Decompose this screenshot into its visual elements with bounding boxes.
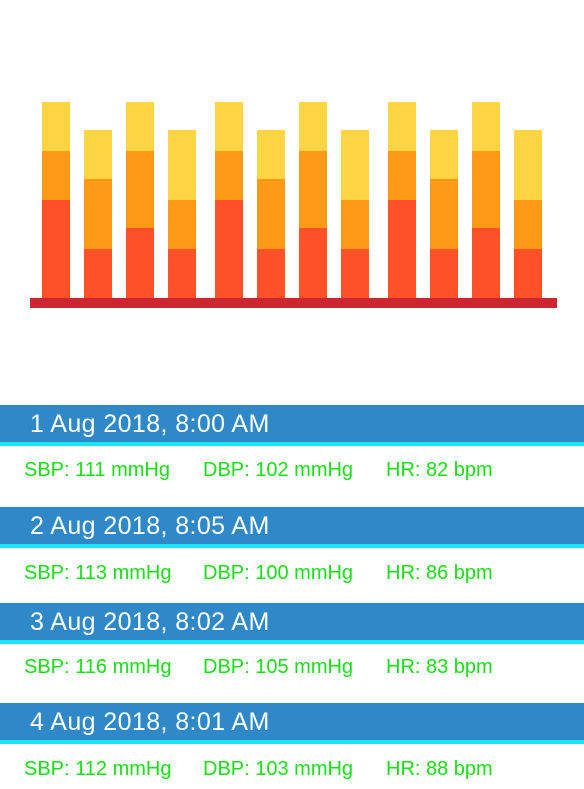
bar-segment-top <box>388 102 416 151</box>
bar-chart-illustration <box>0 0 584 330</box>
entry-header-4: 4 Aug 2018, 8:01 AM <box>0 703 584 744</box>
sbp-value: SBP: 112 mmHg <box>24 758 172 780</box>
bar-segment-top <box>257 130 285 179</box>
bar-segment-top <box>514 130 542 200</box>
bar-segment-bottom <box>168 249 196 298</box>
bar-segment-middle <box>126 151 154 228</box>
bar-segment-top <box>341 130 369 200</box>
bar-segment-bottom <box>430 249 458 298</box>
sbp-value: SBP: 111 mmHg <box>24 459 170 481</box>
bar-segment-bottom <box>341 249 369 298</box>
bar-segment-top <box>299 102 327 151</box>
bar-segment-bottom <box>126 228 154 298</box>
bar-segment-bottom <box>84 249 112 298</box>
dbp-value: DBP: 103 mmHg <box>203 758 354 780</box>
sbp-value: SBP: 116 mmHg <box>24 656 172 678</box>
bar-segment-top <box>472 102 500 151</box>
entry-metrics-1: SBP: 111 mmHg DBP: 102 mmHg HR: 82 bpm <box>0 450 584 490</box>
entry-header-1: 1 Aug 2018, 8:00 AM <box>0 405 584 446</box>
bar-segment-top <box>42 102 70 151</box>
entry-datetime: 4 Aug 2018, 8:01 AM <box>30 708 270 736</box>
bar-segment-bottom <box>42 200 70 298</box>
bar-chart-bars <box>42 102 542 298</box>
dbp-value: DBP: 102 mmHg <box>203 459 354 481</box>
entry-metrics-3: SBP: 116 mmHg DBP: 105 mmHg HR: 83 bpm <box>0 647 584 687</box>
bar-segment-top <box>168 130 196 200</box>
entry-metrics-4: SBP: 112 mmHg DBP: 103 mmHg HR: 88 bpm <box>0 749 584 789</box>
bar-segment-bottom <box>514 249 542 298</box>
bar-segment-middle <box>341 200 369 249</box>
entry-datetime: 3 Aug 2018, 8:02 AM <box>30 608 270 636</box>
bar-segment-middle <box>388 151 416 200</box>
bar-segment-bottom <box>299 228 327 298</box>
bar-segment-middle <box>168 200 196 249</box>
bar-segment-top <box>430 130 458 179</box>
entry-metrics-2: SBP: 113 mmHg DBP: 100 mmHg HR: 86 bpm <box>0 553 584 593</box>
bar-segment-middle <box>42 151 70 200</box>
bar-segment-top <box>126 102 154 151</box>
bar-segment-bottom <box>215 200 243 298</box>
bar-segment-middle <box>84 179 112 249</box>
bar-segment-middle <box>472 151 500 228</box>
bar-segment-bottom <box>388 200 416 298</box>
entry-header-2: 2 Aug 2018, 8:05 AM <box>0 507 584 548</box>
hr-value: HR: 88 bpm <box>386 758 493 780</box>
bar-segment-middle <box>430 179 458 249</box>
hr-value: HR: 83 bpm <box>386 656 493 678</box>
hr-value: HR: 82 bpm <box>386 459 493 481</box>
entry-datetime: 1 Aug 2018, 8:00 AM <box>30 410 270 438</box>
bar-segment-middle <box>215 151 243 200</box>
sbp-value: SBP: 113 mmHg <box>24 562 172 584</box>
dbp-value: DBP: 105 mmHg <box>203 656 354 678</box>
chart-baseline <box>30 298 557 308</box>
dbp-value: DBP: 100 mmHg <box>203 562 354 584</box>
bar-segment-bottom <box>472 228 500 298</box>
bar-segment-middle <box>514 200 542 249</box>
bar-segment-top <box>84 130 112 179</box>
bar-segment-bottom <box>257 249 285 298</box>
bar-segment-top <box>215 102 243 151</box>
bar-segment-middle <box>299 151 327 228</box>
hr-value: HR: 86 bpm <box>386 562 493 584</box>
entry-header-3: 3 Aug 2018, 8:02 AM <box>0 603 584 644</box>
bar-segment-middle <box>257 179 285 249</box>
entry-datetime: 2 Aug 2018, 8:05 AM <box>30 512 270 540</box>
